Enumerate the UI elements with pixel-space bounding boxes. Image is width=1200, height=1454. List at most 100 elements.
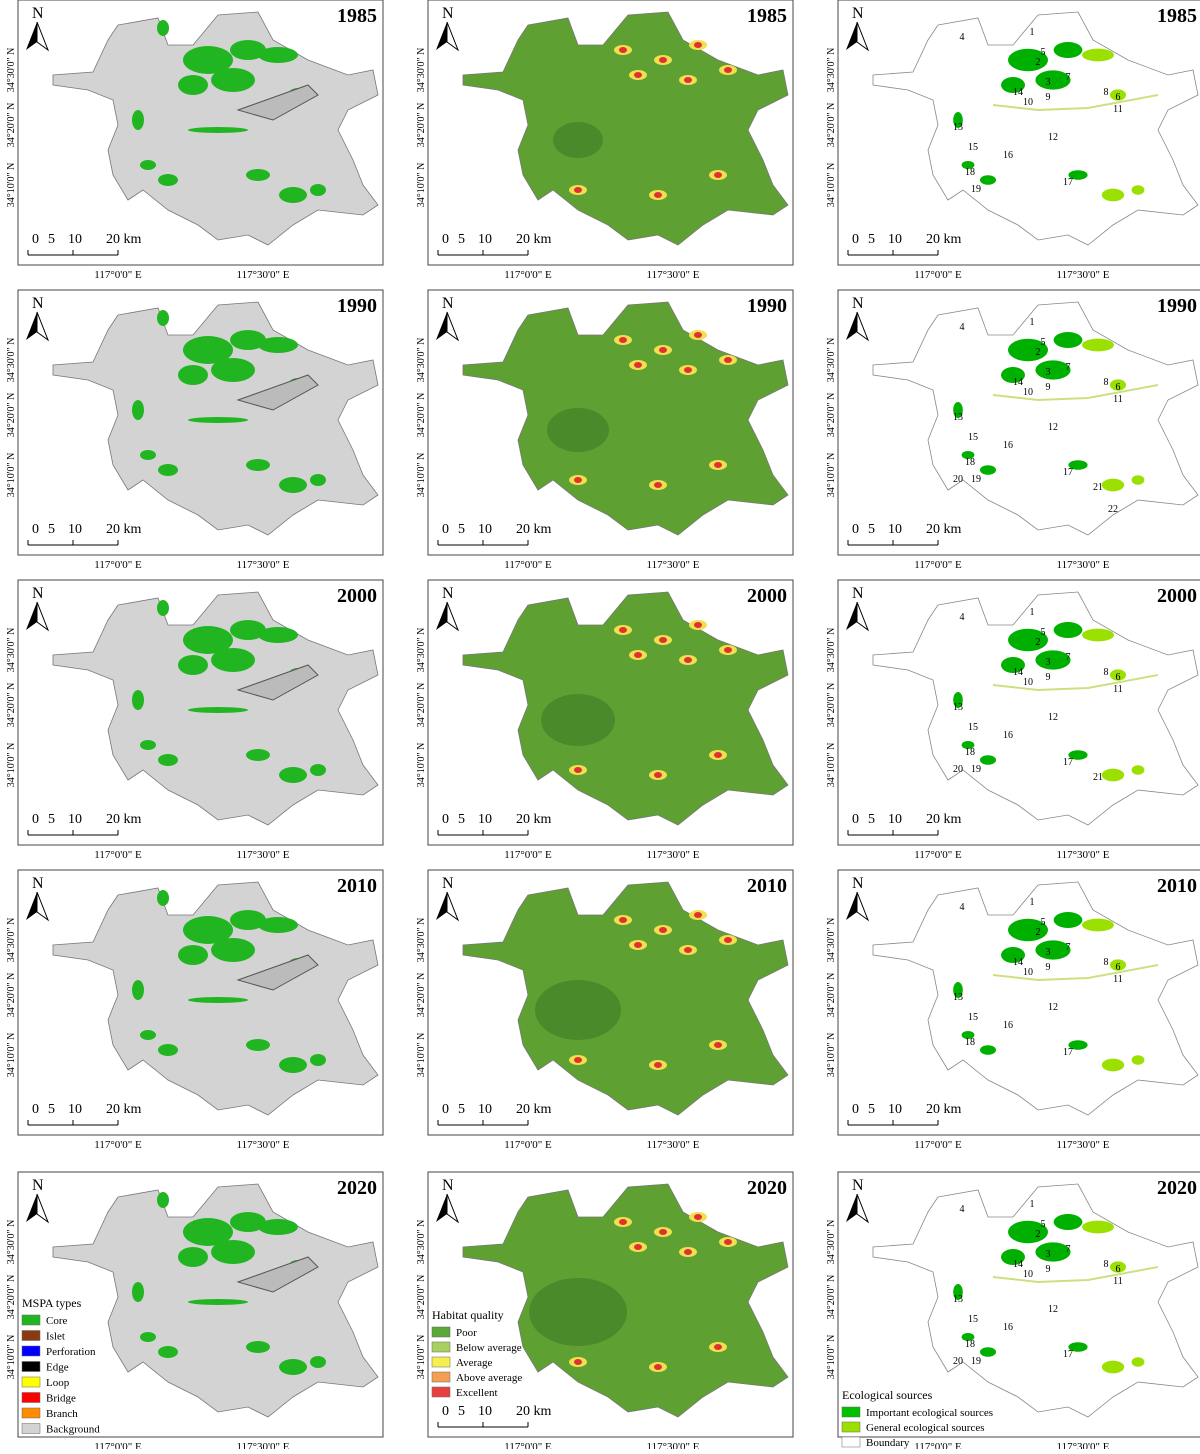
region-outline xyxy=(462,1183,789,1418)
north-arrow xyxy=(846,1194,857,1222)
year-label: 2000 xyxy=(1157,585,1197,607)
scale-label: 10 xyxy=(478,1102,492,1117)
lat-label: 34°30'0" N xyxy=(826,628,837,673)
source-label: 20 xyxy=(953,474,963,485)
source-label: 22 xyxy=(1108,504,1118,515)
source-patch xyxy=(1110,89,1126,101)
hq-excellent xyxy=(654,192,662,198)
lat-label: 34°20'0" N xyxy=(6,1275,17,1320)
region-outline xyxy=(872,1183,1199,1418)
lon-label: 117°30'0" E xyxy=(1057,1139,1110,1151)
source-label: 18 xyxy=(965,1339,975,1350)
north-arrow xyxy=(36,311,50,342)
reservoir xyxy=(236,664,319,701)
corridor xyxy=(992,1266,1159,1284)
scale-label: 5 xyxy=(458,1102,465,1117)
scale-label: 20 km xyxy=(516,232,552,247)
north-arrow xyxy=(446,21,460,52)
source-patch xyxy=(1068,750,1088,760)
scale-bar xyxy=(437,1422,529,1428)
scale-bar xyxy=(847,1120,939,1126)
source-label: 18 xyxy=(965,747,975,758)
source-label: 16 xyxy=(1003,730,1013,741)
lon-label: 117°30'0" E xyxy=(1057,849,1110,861)
scale-label: 0 xyxy=(442,522,449,537)
core-patch xyxy=(140,450,156,460)
source-label: 2 xyxy=(1036,57,1041,68)
hq-excellent xyxy=(714,752,722,758)
lat-label: 34°30'0" N xyxy=(826,48,837,93)
legend-label: Loop xyxy=(46,1377,70,1389)
north-label: N xyxy=(32,875,44,892)
source-label: 12 xyxy=(1048,1304,1058,1315)
lat-label: 34°10'0" N xyxy=(416,1335,427,1380)
lat-label: 34°20'0" N xyxy=(6,683,17,728)
lat-label: 34°10'0" N xyxy=(416,1033,427,1078)
scale-label: 20 km xyxy=(106,522,142,537)
legend-label: Poor xyxy=(456,1327,477,1339)
hq-excellent xyxy=(634,1244,642,1250)
lon-label: 117°0'0" E xyxy=(504,559,552,571)
lat-label: 34°10'0" N xyxy=(826,1335,837,1380)
scale-label: 20 km xyxy=(516,1102,552,1117)
scale-label: 10 xyxy=(478,232,492,247)
core-patch xyxy=(310,1356,326,1368)
map-panel: 1985 N 34°30'0" N 34°20'0" N 34°10'0" N 0 5 10 2… xyxy=(6,0,384,281)
lon-label: 117°30'0" E xyxy=(237,1139,290,1151)
source-label: 19 xyxy=(971,1356,981,1367)
core-patch xyxy=(211,358,255,382)
lon-label: 117°30'0" E xyxy=(237,269,290,281)
hq-excellent xyxy=(654,1364,662,1370)
north-arrow xyxy=(36,21,50,52)
north-label: N xyxy=(32,5,44,22)
year-label: 2010 xyxy=(747,875,787,897)
legend-label: Edge xyxy=(46,1362,69,1374)
source-patch xyxy=(1068,170,1088,180)
source-label: 1 xyxy=(1030,1199,1035,1210)
lat-label: 34°30'0" N xyxy=(416,1220,427,1265)
north-label: N xyxy=(442,295,454,312)
source-label: 6 xyxy=(1116,382,1121,393)
core-patch xyxy=(178,365,208,385)
source-label: 1 xyxy=(1030,317,1035,328)
corridor xyxy=(992,384,1159,402)
core-patch xyxy=(230,40,266,60)
hq-excellent xyxy=(714,1344,722,1350)
region-outline xyxy=(462,881,789,1116)
hq-excellent xyxy=(684,1249,692,1255)
lon-label: 117°30'0" E xyxy=(647,1441,700,1449)
lon-label: 117°0'0" E xyxy=(94,849,142,861)
source-patch xyxy=(980,175,996,185)
north-arrow xyxy=(436,1194,447,1222)
core-patch xyxy=(279,1057,307,1073)
scale-label: 5 xyxy=(48,232,55,247)
lon-label: 117°30'0" E xyxy=(237,849,290,861)
hq-excellent xyxy=(574,1057,582,1063)
north-arrow xyxy=(846,22,857,50)
source-label: 14 xyxy=(1013,377,1023,388)
lon-label: 117°0'0" E xyxy=(94,1139,142,1151)
scale-label: 10 xyxy=(68,812,82,827)
hq-excellent xyxy=(714,1042,722,1048)
scale-label: 20 km xyxy=(106,812,142,827)
core-patch xyxy=(230,620,266,640)
hq-excellent xyxy=(714,172,722,178)
scale-label: 20 km xyxy=(926,1102,962,1117)
source-label: 9 xyxy=(1046,1264,1051,1275)
core-patch xyxy=(183,626,233,654)
core-patch xyxy=(230,330,266,350)
north-arrow xyxy=(856,601,870,632)
year-label: 2010 xyxy=(337,875,377,897)
source-patch xyxy=(1008,918,1048,942)
lon-label: 117°0'0" E xyxy=(504,849,552,861)
urban-zone xyxy=(547,408,609,452)
legend-title: Habitat quality xyxy=(432,1308,504,1322)
region-outline xyxy=(462,11,789,246)
hq-excellent xyxy=(654,1062,662,1068)
hq-excellent xyxy=(659,637,667,643)
core-patch xyxy=(183,916,233,944)
core-patch xyxy=(140,1332,156,1342)
source-patch xyxy=(1131,475,1145,485)
corridor xyxy=(992,94,1159,112)
scale-label: 10 xyxy=(888,232,902,247)
